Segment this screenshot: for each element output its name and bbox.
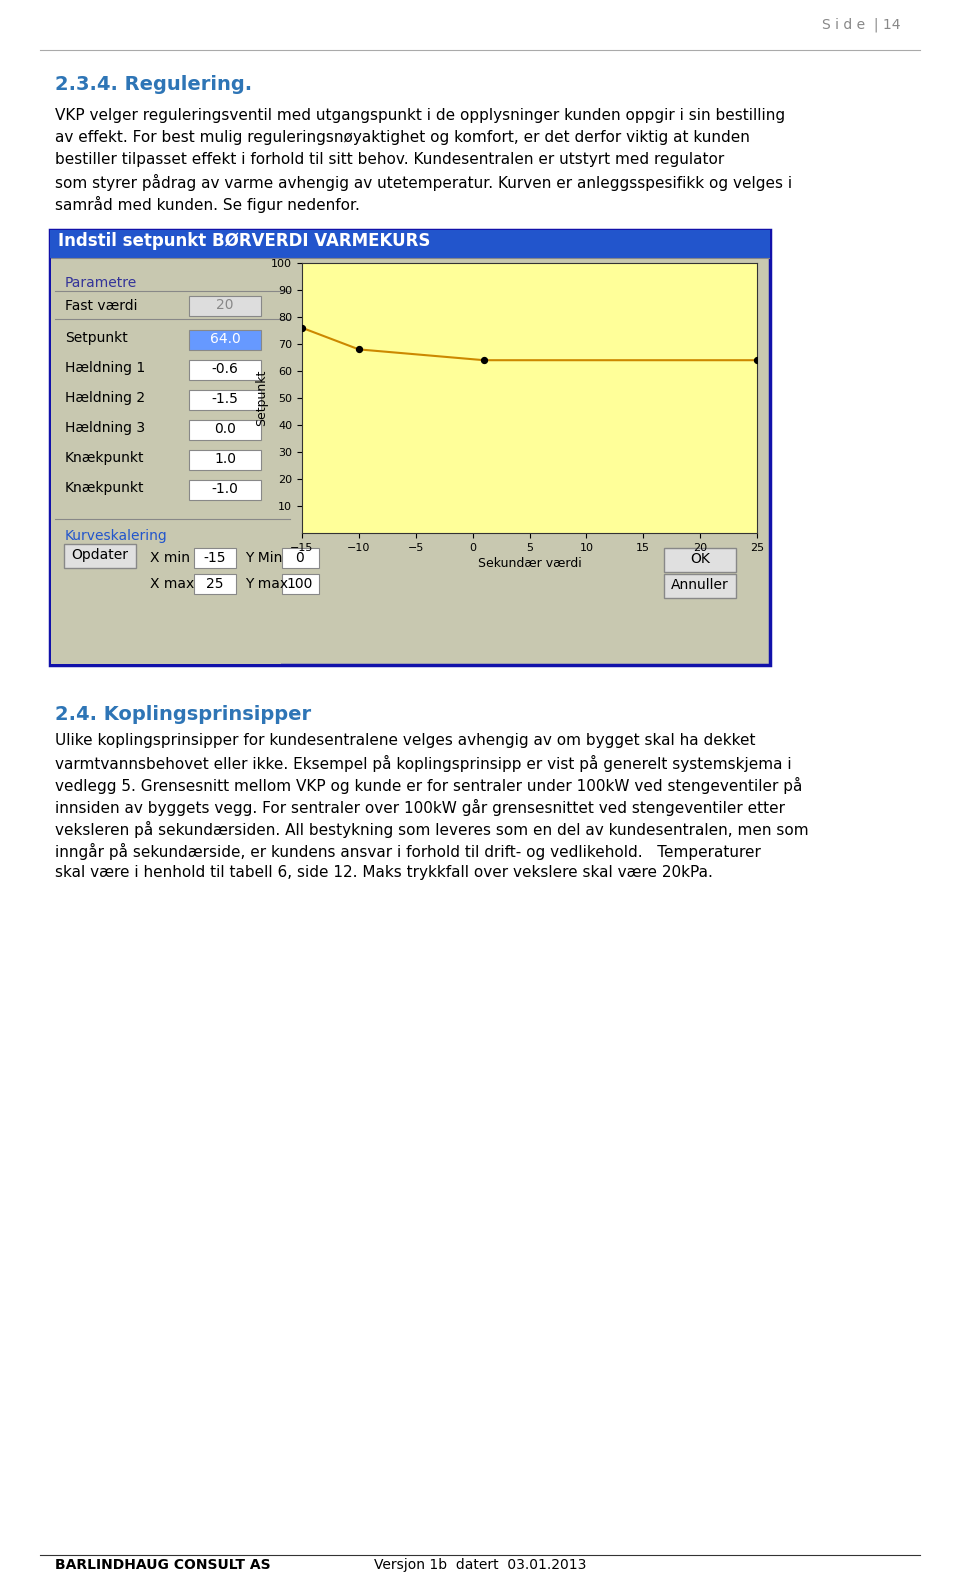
Text: VKP velger reguleringsventil med utgangspunkt i de opplysninger kunden oppgir i : VKP velger reguleringsventil med utgangs… bbox=[55, 108, 785, 122]
Text: 20: 20 bbox=[216, 299, 233, 311]
Text: Setpunkt kurve: Setpunkt kurve bbox=[305, 276, 411, 291]
FancyBboxPatch shape bbox=[50, 230, 770, 665]
FancyBboxPatch shape bbox=[189, 391, 261, 410]
Text: Y max: Y max bbox=[245, 576, 288, 591]
FancyBboxPatch shape bbox=[189, 419, 261, 440]
FancyBboxPatch shape bbox=[64, 545, 136, 569]
Text: 2.4. Koplingsprinsipper: 2.4. Koplingsprinsipper bbox=[55, 705, 311, 724]
Text: Opdater: Opdater bbox=[71, 548, 129, 562]
Text: S i d e  | 14: S i d e | 14 bbox=[822, 17, 900, 32]
FancyBboxPatch shape bbox=[282, 548, 319, 569]
FancyBboxPatch shape bbox=[189, 480, 261, 500]
Text: 100: 100 bbox=[287, 576, 313, 591]
Text: 25: 25 bbox=[206, 576, 224, 591]
Text: Hældning 2: Hældning 2 bbox=[65, 391, 145, 405]
Text: Ulike koplingsprinsipper for kundesentralene velges avhengig av om bygget skal h: Ulike koplingsprinsipper for kundesentra… bbox=[55, 734, 756, 748]
FancyBboxPatch shape bbox=[189, 295, 261, 316]
Text: vedlegg 5. Grensesnitt mellom VKP og kunde er for sentraler under 100kW ved sten: vedlegg 5. Grensesnitt mellom VKP og kun… bbox=[55, 777, 803, 794]
Text: 2.3.4. Regulering.: 2.3.4. Regulering. bbox=[55, 75, 252, 94]
Text: Versjon 1b  datert  03.01.2013: Versjon 1b datert 03.01.2013 bbox=[373, 1558, 587, 1572]
Text: Setpunkt: Setpunkt bbox=[65, 330, 128, 345]
Text: Knækpunkt: Knækpunkt bbox=[65, 481, 145, 495]
Text: skal være i henhold til tabell 6, side 12. Maks trykkfall over vekslere skal vær: skal være i henhold til tabell 6, side 1… bbox=[55, 865, 713, 880]
Text: -1.5: -1.5 bbox=[211, 392, 238, 407]
Text: Annuller: Annuller bbox=[671, 578, 729, 592]
FancyBboxPatch shape bbox=[282, 573, 319, 594]
Text: 0.0: 0.0 bbox=[214, 422, 236, 437]
Text: 1.0: 1.0 bbox=[214, 453, 236, 465]
Text: bestiller tilpasset effekt i forhold til sitt behov. Kundesentralen er utstyrt m: bestiller tilpasset effekt i forhold til… bbox=[55, 152, 724, 167]
Text: varmtvannsbehovet eller ikke. Eksempel på koplingsprinsipp er vist på generelt s: varmtvannsbehovet eller ikke. Eksempel p… bbox=[55, 754, 792, 772]
Text: X max: X max bbox=[150, 576, 194, 591]
Text: Kurveskalering: Kurveskalering bbox=[65, 529, 168, 543]
Text: innsiden av byggets vegg. For sentraler over 100kW går grensesnittet ved stengev: innsiden av byggets vegg. For sentraler … bbox=[55, 799, 785, 816]
FancyBboxPatch shape bbox=[189, 330, 261, 349]
Bar bbox=[51, 257, 281, 664]
Bar bbox=[50, 230, 770, 257]
Text: Parametre: Parametre bbox=[65, 276, 137, 291]
Point bbox=[476, 348, 492, 373]
Text: BARLINDHAUG CONSULT AS: BARLINDHAUG CONSULT AS bbox=[55, 1558, 271, 1572]
Y-axis label: Setpunkt: Setpunkt bbox=[255, 370, 269, 426]
Text: samråd med kunden. Se figur nedenfor.: samråd med kunden. Se figur nedenfor. bbox=[55, 195, 360, 213]
Text: Hældning 1: Hældning 1 bbox=[65, 360, 145, 375]
Text: X min: X min bbox=[150, 551, 190, 565]
FancyBboxPatch shape bbox=[194, 548, 236, 569]
Text: 64.0: 64.0 bbox=[209, 332, 240, 346]
Text: som styrer pådrag av varme avhengig av utetemperatur. Kurven er anleggsspesifikk: som styrer pådrag av varme avhengig av u… bbox=[55, 175, 792, 191]
Text: 0: 0 bbox=[296, 551, 304, 565]
Text: Y Min: Y Min bbox=[245, 551, 282, 565]
FancyBboxPatch shape bbox=[189, 449, 261, 470]
Text: -1.0: -1.0 bbox=[211, 483, 238, 495]
Text: veksleren på sekundærsiden. All bestykning som leveres som en del av kundesentra: veksleren på sekundærsiden. All bestykni… bbox=[55, 821, 808, 838]
Text: av effekt. For best mulig reguleringsnøyaktighet og komfort, er det derfor vikti: av effekt. For best mulig reguleringsnøy… bbox=[55, 130, 750, 145]
FancyBboxPatch shape bbox=[664, 548, 736, 572]
Text: -0.6: -0.6 bbox=[211, 362, 238, 376]
Point bbox=[295, 314, 310, 340]
Text: inngår på sekundærside, er kundens ansvar i forhold til drift- og vedlikehold.  : inngår på sekundærside, er kundens ansva… bbox=[55, 843, 761, 861]
Point bbox=[750, 348, 765, 373]
FancyBboxPatch shape bbox=[189, 360, 261, 380]
Text: Fast værdi: Fast værdi bbox=[65, 299, 137, 313]
FancyBboxPatch shape bbox=[664, 573, 736, 599]
Text: OK: OK bbox=[690, 553, 710, 565]
Text: Indstil setpunkt BØRVERDI VARMEKURS: Indstil setpunkt BØRVERDI VARMEKURS bbox=[58, 232, 430, 249]
X-axis label: Sekundær værdi: Sekundær værdi bbox=[478, 557, 582, 570]
Text: -15: -15 bbox=[204, 551, 227, 565]
Text: Hældning 3: Hældning 3 bbox=[65, 421, 145, 435]
Text: Knækpunkt: Knækpunkt bbox=[65, 451, 145, 465]
FancyBboxPatch shape bbox=[194, 573, 236, 594]
Point bbox=[351, 337, 367, 362]
